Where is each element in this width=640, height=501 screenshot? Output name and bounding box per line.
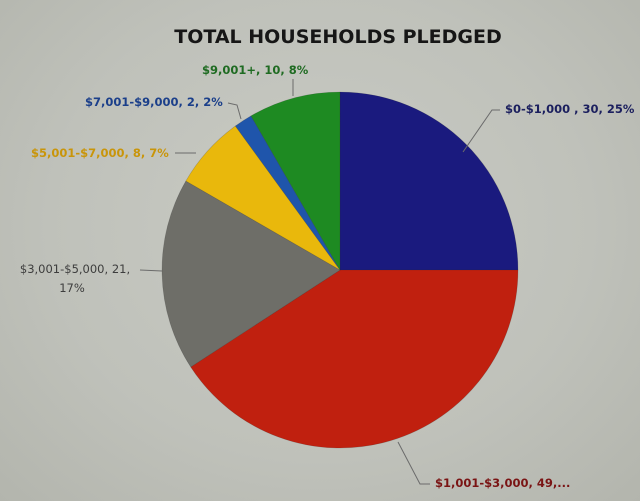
data-label-3001-5000-line2: 17%	[59, 281, 85, 295]
pie-slice-7-001-9-000	[234, 115, 341, 271]
data-label-9001-plus: $9,001+, 10, 8%	[202, 63, 309, 77]
leader-line-0-1000	[462, 109, 500, 153]
data-label-7001-9000: $7,001-$9,000, 2, 2%	[85, 95, 223, 109]
data-label-1001-3000: $1,001-$3,000, 49,...	[435, 476, 570, 490]
chart-title: TOTAL HOUSEHOLDS PLEDGED	[174, 26, 502, 48]
pie-slice-1-001-3-000	[190, 269, 519, 449]
leader-line-1001-3000	[397, 441, 430, 485]
data-label-5001-7000: $5,001-$7,000, 8, 7%	[31, 146, 169, 160]
data-label-3001-5000-line1: $3,001-$5,000, 21,	[20, 262, 130, 276]
pie-slice-5-001-7-000	[185, 125, 341, 271]
leader-line-7001-9000	[227, 102, 242, 120]
leader-line-3001-5000	[139, 269, 163, 272]
pie-slices	[161, 91, 519, 449]
pie-slice-0-1-000	[339, 91, 519, 271]
pie-slice-9-001+	[250, 91, 341, 272]
pie-slice-3-001-5-000	[161, 180, 341, 368]
data-label-0-1000: $0-$1,000 , 30, 25%	[505, 102, 635, 116]
